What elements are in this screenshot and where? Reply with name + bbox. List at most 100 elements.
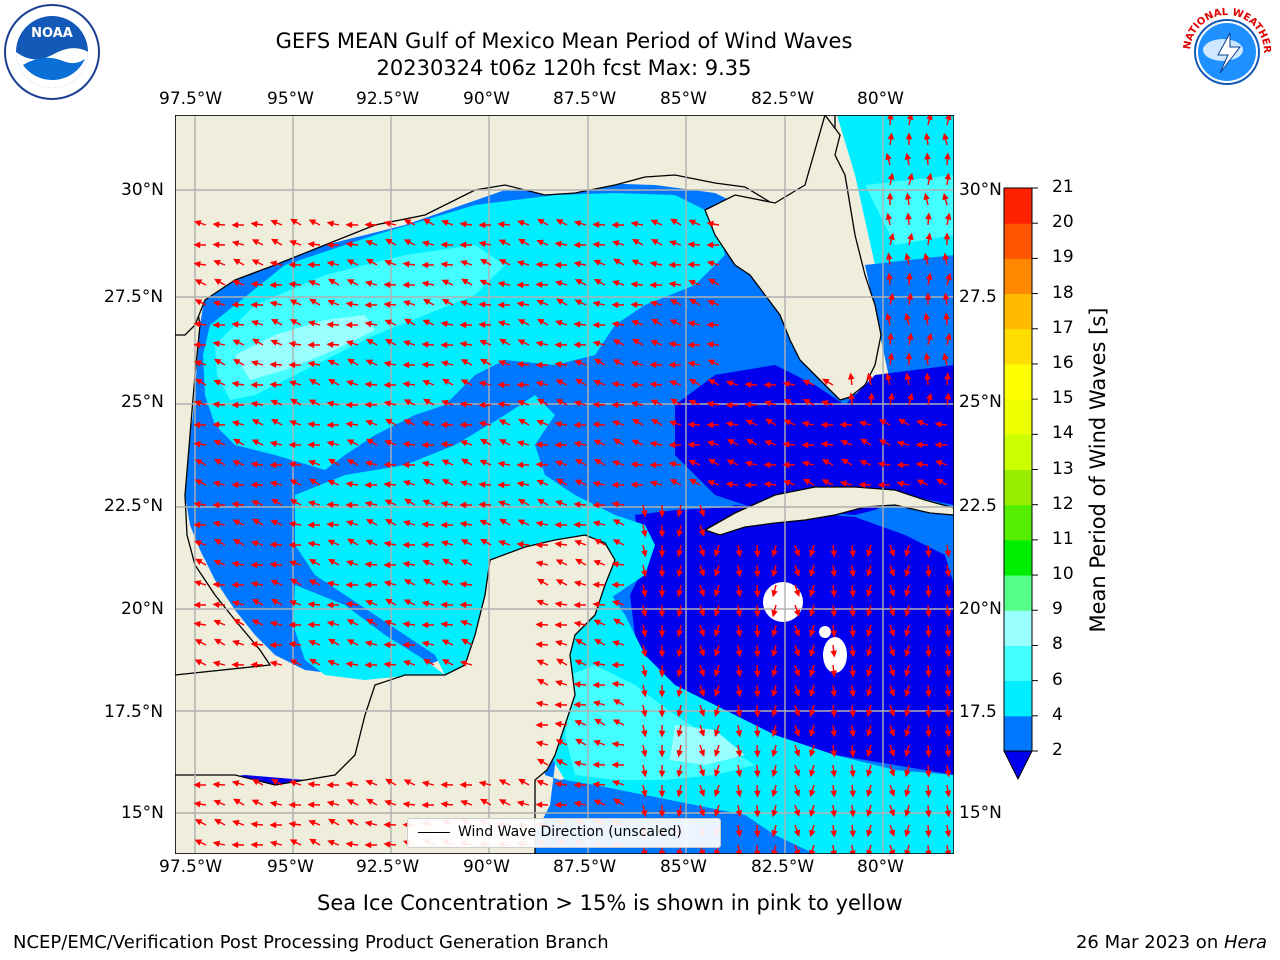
- wave-arrow-head: [422, 478, 431, 486]
- colorbar-segment: [1004, 645, 1032, 682]
- wave-arrow-head: [288, 261, 296, 269]
- wave-arrow-head: [754, 630, 761, 638]
- wave-arrow-head: [423, 578, 431, 586]
- wave-arrow-head: [555, 399, 564, 406]
- wave-arrow-head: [478, 780, 487, 787]
- wave-arrow-head: [384, 619, 392, 627]
- wave-arrow-head: [944, 770, 952, 778]
- wave-arrow-head: [612, 359, 621, 366]
- wave-arrow-head: [676, 749, 683, 758]
- wave-arrow-head: [402, 361, 410, 369]
- wave-arrow-head: [877, 481, 885, 489]
- wave-arrow-head: [194, 279, 203, 286]
- wave-arrow-head: [877, 461, 885, 468]
- wave-arrow-head: [536, 419, 544, 426]
- wave-arrow-head: [915, 461, 923, 468]
- wave-arrow-head: [441, 659, 450, 666]
- wave-arrow-head: [688, 399, 696, 406]
- wave-arrow-head: [365, 779, 373, 786]
- wave-arrow-head: [809, 789, 816, 798]
- colorbar-tick-label: 13: [1052, 458, 1074, 479]
- wave-arrow: [832, 844, 835, 854]
- wave-arrow-head: [925, 670, 932, 678]
- wave-arrow-head: [888, 232, 895, 241]
- wave-arrow-head: [649, 381, 657, 388]
- wave-arrow-head: [345, 841, 353, 848]
- wave-arrow-head: [771, 809, 778, 818]
- wave-arrow-head: [499, 518, 507, 525]
- wave-arrow-head: [676, 769, 683, 778]
- colorbar-tick-label: 8: [1052, 634, 1063, 655]
- wave-arrow-head: [592, 601, 600, 608]
- wave-arrow-head: [896, 480, 904, 488]
- wave-arrow-head: [676, 629, 683, 638]
- wave-arrow-head: [554, 780, 562, 788]
- wave-arrow-head: [925, 810, 932, 818]
- wave-arrow-head: [905, 132, 913, 140]
- wave-arrow-head: [944, 710, 952, 718]
- wave-arrow-head: [708, 278, 716, 285]
- wave-arrow-head: [270, 339, 278, 346]
- wave-arrow-head: [251, 799, 260, 806]
- wave-arrow-head: [345, 660, 353, 668]
- wave-arrow-head: [383, 540, 391, 548]
- wave-arrow-head: [384, 319, 393, 326]
- wave-arrow-head: [698, 769, 706, 777]
- wave-arrow-head: [194, 540, 202, 547]
- lat-label-right-3: 22.5: [959, 496, 997, 516]
- wave-arrow-head: [421, 460, 429, 468]
- wave-arrow-head: [269, 821, 277, 829]
- wave-arrow-head: [725, 481, 733, 488]
- wave-arrow-head: [459, 660, 468, 667]
- wave-arrow-head: [366, 618, 374, 626]
- wave-arrow-head: [516, 260, 525, 267]
- wave-arrow-head: [904, 789, 911, 798]
- wave-arrow-head: [516, 381, 524, 389]
- wave-arrow-head: [326, 341, 334, 348]
- wave-arrow-head: [307, 540, 315, 548]
- wave-arrow-head: [848, 392, 855, 400]
- wave-arrow-head: [676, 529, 683, 538]
- wave-arrow-head: [307, 601, 315, 608]
- wave-arrow-head: [793, 629, 801, 637]
- wave-arrow-head: [460, 359, 469, 366]
- wave-arrow-head: [887, 132, 895, 140]
- wave-arrow-head: [878, 439, 887, 446]
- wave-arrow-head: [944, 570, 952, 578]
- wave-arrow-head: [885, 152, 892, 161]
- wave-arrow-head: [714, 809, 721, 817]
- wave-arrow-head: [904, 829, 911, 838]
- wave-arrow-head: [384, 338, 393, 346]
- wave-arrow-head: [212, 840, 221, 847]
- wave-arrow-head: [535, 641, 543, 648]
- wave-arrow-head: [866, 729, 873, 738]
- wave-arrow-head: [554, 361, 562, 368]
- wave-arrow-head: [708, 458, 716, 465]
- wave-arrow-head: [944, 550, 952, 558]
- wave-arrow-head: [925, 232, 933, 240]
- wave-arrow-head: [888, 589, 896, 597]
- wave-arrow-head: [611, 500, 619, 508]
- wave-arrow-head: [459, 241, 467, 249]
- wave-arrow-head: [593, 259, 601, 266]
- wave-arrow-head: [592, 241, 600, 248]
- wave-arrow-head: [345, 421, 353, 428]
- wave-arrow-head: [251, 239, 260, 246]
- wave-arrow-head: [288, 461, 296, 468]
- wave-arrow-head: [289, 419, 297, 427]
- wave-arrow-head: [385, 778, 393, 785]
- wave-arrow-head: [440, 781, 448, 789]
- wave-arrow-head: [402, 441, 410, 448]
- wave-arrow-head: [345, 300, 353, 308]
- wave-arrow-head: [611, 321, 619, 328]
- wave-arrow-head: [212, 221, 220, 228]
- wave-arrow-head: [630, 381, 638, 389]
- wave-arrow-head: [612, 780, 620, 787]
- wave-arrow-head: [706, 321, 714, 329]
- wave-arrow-head: [689, 478, 697, 486]
- wave-arrow-head: [706, 421, 714, 429]
- wave-arrow-head: [535, 361, 543, 369]
- wave-arrow-head: [556, 298, 564, 305]
- wave-arrow-head: [327, 479, 335, 486]
- wave-arrow-head: [555, 759, 564, 766]
